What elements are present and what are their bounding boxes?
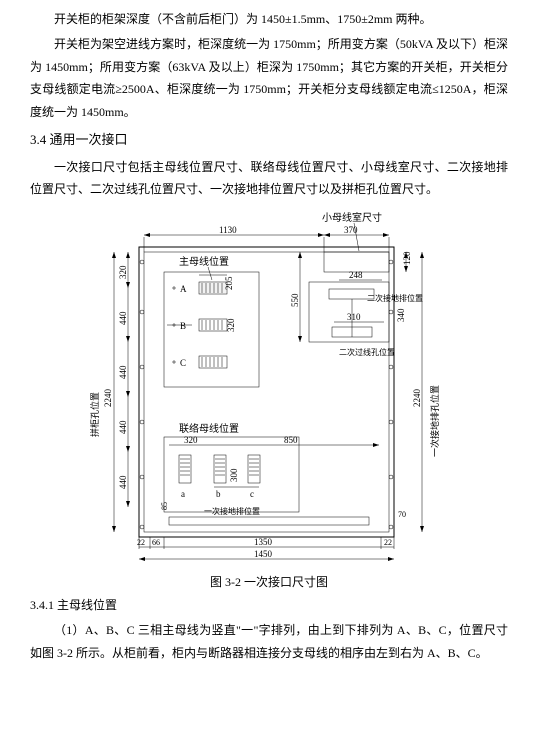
section-heading-3-4: 3.4 通用一次接口 bbox=[30, 128, 508, 153]
svg-text:440: 440 bbox=[118, 365, 128, 379]
svg-text:联络母线位置: 联络母线位置 bbox=[179, 422, 239, 435]
svg-text:205: 205 bbox=[224, 276, 234, 290]
svg-text:66: 66 bbox=[152, 538, 160, 547]
figure-3-2: A B C 主母线位置 a bbox=[30, 207, 508, 567]
svg-text:a: a bbox=[181, 489, 185, 499]
paragraph-2: 开关柜为架空进线方案时，柜深度统一为 1750mm；所用变方案（50kVA 及以… bbox=[30, 33, 508, 124]
svg-text:300: 300 bbox=[229, 468, 239, 482]
svg-text:440: 440 bbox=[118, 420, 128, 434]
paragraph-3: 一次接口尺寸包括主母线位置尺寸、联络母线位置尺寸、小母线室尺寸、二次接地排位置尺… bbox=[30, 156, 508, 202]
svg-text:320: 320 bbox=[226, 318, 236, 332]
svg-text:440: 440 bbox=[118, 311, 128, 325]
svg-text:C: C bbox=[180, 358, 186, 368]
svg-text:310: 310 bbox=[347, 312, 361, 322]
paragraph-4: （1）A、B、C 三相主母线为竖直"一"字排列，由上到下排列为 A、B、C，位置… bbox=[30, 619, 508, 665]
svg-text:B: B bbox=[180, 321, 186, 331]
svg-text:A: A bbox=[180, 284, 187, 294]
page: 开关柜的柜架深度（不含前后柜门）为 1450±1.5mm、1750±2mm 两种… bbox=[0, 0, 538, 665]
svg-text:2240: 2240 bbox=[412, 389, 422, 408]
svg-text:22: 22 bbox=[137, 538, 145, 547]
svg-text:小母线室尺寸: 小母线室尺寸 bbox=[322, 211, 382, 224]
svg-text:85: 85 bbox=[160, 502, 169, 510]
svg-text:一次接地排孔位置: 一次接地排孔位置 bbox=[429, 385, 440, 457]
svg-text:550: 550 bbox=[290, 293, 300, 307]
svg-text:二次接地排位置: 二次接地排位置 bbox=[367, 293, 423, 303]
svg-text:1130: 1130 bbox=[219, 225, 237, 235]
svg-text:320: 320 bbox=[118, 265, 128, 279]
svg-text:320: 320 bbox=[184, 435, 198, 445]
svg-text:22: 22 bbox=[384, 538, 392, 547]
section-heading-3-4-1: 3.4.1 主母线位置 bbox=[30, 594, 508, 617]
svg-text:1350: 1350 bbox=[254, 537, 273, 547]
svg-text:b: b bbox=[216, 489, 221, 499]
svg-text:主母线位置: 主母线位置 bbox=[179, 255, 229, 268]
svg-text:拼柜孔位置: 拼柜孔位置 bbox=[89, 392, 100, 437]
svg-text:850: 850 bbox=[284, 435, 298, 445]
svg-text:一次接地排位置: 一次接地排位置 bbox=[204, 506, 260, 516]
svg-text:c: c bbox=[250, 489, 254, 499]
paragraph-1: 开关柜的柜架深度（不含前后柜门）为 1450±1.5mm、1750±2mm 两种… bbox=[30, 8, 508, 31]
figure-caption: 图 3-2 一次接口尺寸图 bbox=[30, 573, 508, 590]
svg-text:440: 440 bbox=[118, 475, 128, 489]
svg-text:二次过线孔位置: 二次过线孔位置 bbox=[339, 347, 395, 357]
svg-text:1450: 1450 bbox=[254, 549, 273, 559]
svg-text:340: 340 bbox=[396, 308, 406, 322]
svg-text:248: 248 bbox=[349, 270, 363, 280]
svg-text:2240: 2240 bbox=[103, 389, 113, 408]
svg-text:120: 120 bbox=[402, 251, 412, 265]
svg-text:70: 70 bbox=[398, 510, 406, 519]
technical-drawing: A B C 主母线位置 a bbox=[84, 207, 454, 567]
